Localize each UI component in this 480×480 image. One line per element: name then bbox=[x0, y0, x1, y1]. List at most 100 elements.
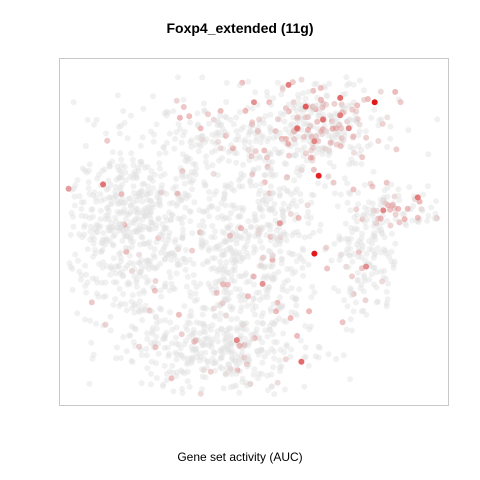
cell-point bbox=[215, 266, 222, 273]
cell-point bbox=[257, 139, 264, 146]
cell-point bbox=[178, 367, 185, 374]
cell-point bbox=[281, 279, 288, 286]
cell-point bbox=[165, 237, 172, 243]
cell-point bbox=[118, 156, 125, 163]
cell-point bbox=[147, 209, 154, 216]
cell-point bbox=[392, 216, 399, 222]
cell-point bbox=[270, 190, 277, 196]
cell-point bbox=[167, 216, 174, 223]
cell-point bbox=[226, 361, 233, 368]
cell-point bbox=[377, 88, 384, 95]
cell-point bbox=[149, 220, 156, 227]
cell-point bbox=[212, 147, 219, 154]
cell-point bbox=[67, 264, 74, 270]
cell-point bbox=[239, 207, 246, 214]
cell-point bbox=[246, 232, 253, 239]
cell-point bbox=[224, 224, 231, 231]
cell-point bbox=[359, 216, 366, 223]
cell-point bbox=[163, 225, 170, 231]
cell-point bbox=[198, 229, 205, 236]
cell-point bbox=[129, 268, 135, 274]
cell-point bbox=[201, 107, 208, 114]
cell-point bbox=[221, 195, 227, 202]
cell-point bbox=[262, 200, 269, 207]
cell-point bbox=[223, 259, 230, 266]
cell-point bbox=[189, 230, 196, 237]
cell-point bbox=[291, 229, 298, 236]
cell-point bbox=[242, 107, 249, 114]
cell-point bbox=[217, 108, 224, 114]
cell-point bbox=[280, 185, 287, 192]
cell-point bbox=[166, 368, 173, 375]
cell-point bbox=[276, 357, 283, 364]
cell-point bbox=[254, 319, 261, 326]
cell-point bbox=[283, 318, 290, 325]
cell-point bbox=[155, 201, 162, 208]
cell-point bbox=[294, 114, 301, 120]
cell-point bbox=[274, 299, 281, 306]
cell-point bbox=[358, 161, 365, 167]
chart-title: Foxp4_extended (11g) bbox=[166, 20, 314, 36]
cell-point bbox=[196, 357, 203, 364]
cell-point bbox=[78, 199, 85, 206]
cell-point bbox=[116, 251, 122, 257]
cell-point bbox=[178, 352, 185, 359]
cell-point bbox=[229, 145, 236, 152]
cell-point bbox=[222, 239, 229, 246]
cell-point bbox=[168, 216, 175, 223]
cell-point bbox=[258, 224, 265, 231]
cell-point bbox=[214, 332, 221, 339]
cell-point bbox=[178, 197, 185, 204]
cell-point bbox=[113, 355, 119, 362]
high-activity-point bbox=[311, 250, 318, 257]
cell-point bbox=[202, 329, 209, 336]
cell-point bbox=[182, 323, 189, 330]
cell-point bbox=[98, 248, 105, 255]
cell-point bbox=[279, 137, 286, 144]
cell-point bbox=[136, 303, 143, 310]
cell-point bbox=[249, 105, 256, 112]
cell-point bbox=[181, 303, 188, 310]
cell-point bbox=[341, 132, 348, 139]
cell-point bbox=[209, 131, 216, 138]
cell-point bbox=[363, 311, 370, 318]
cell-point bbox=[252, 303, 259, 310]
cell-point bbox=[199, 342, 206, 349]
cell-point bbox=[217, 112, 224, 119]
cell-point bbox=[98, 279, 105, 286]
cell-point bbox=[270, 320, 277, 327]
cell-point bbox=[198, 133, 205, 140]
cell-point bbox=[419, 207, 426, 214]
cell-point bbox=[236, 286, 243, 293]
cell-point bbox=[366, 246, 373, 253]
cell-point bbox=[178, 171, 185, 178]
cell-point bbox=[260, 275, 267, 282]
cell-point bbox=[121, 206, 128, 213]
cell-point bbox=[191, 279, 197, 286]
cell-point bbox=[142, 263, 148, 270]
cell-point bbox=[362, 128, 369, 135]
cell-point bbox=[89, 206, 96, 213]
cell-point bbox=[212, 279, 219, 286]
cell-point bbox=[162, 213, 168, 220]
cell-point bbox=[138, 158, 145, 165]
cell-point bbox=[152, 278, 159, 284]
cell-point bbox=[125, 195, 132, 202]
cell-point bbox=[259, 254, 266, 261]
cell-point bbox=[294, 120, 300, 127]
cell-point bbox=[103, 237, 110, 244]
cell-point bbox=[110, 266, 116, 273]
cell-point bbox=[332, 131, 339, 138]
cell-point bbox=[86, 380, 93, 387]
cell-point bbox=[252, 182, 259, 189]
cell-point bbox=[237, 308, 244, 315]
cell-point bbox=[325, 132, 332, 139]
cell-point bbox=[131, 220, 137, 226]
cell-point bbox=[348, 286, 355, 293]
cell-point bbox=[291, 177, 298, 184]
cell-point bbox=[390, 261, 397, 268]
cell-point bbox=[197, 143, 204, 149]
cell-point bbox=[296, 252, 303, 259]
cell-point bbox=[237, 258, 244, 264]
cell-point bbox=[227, 289, 234, 296]
